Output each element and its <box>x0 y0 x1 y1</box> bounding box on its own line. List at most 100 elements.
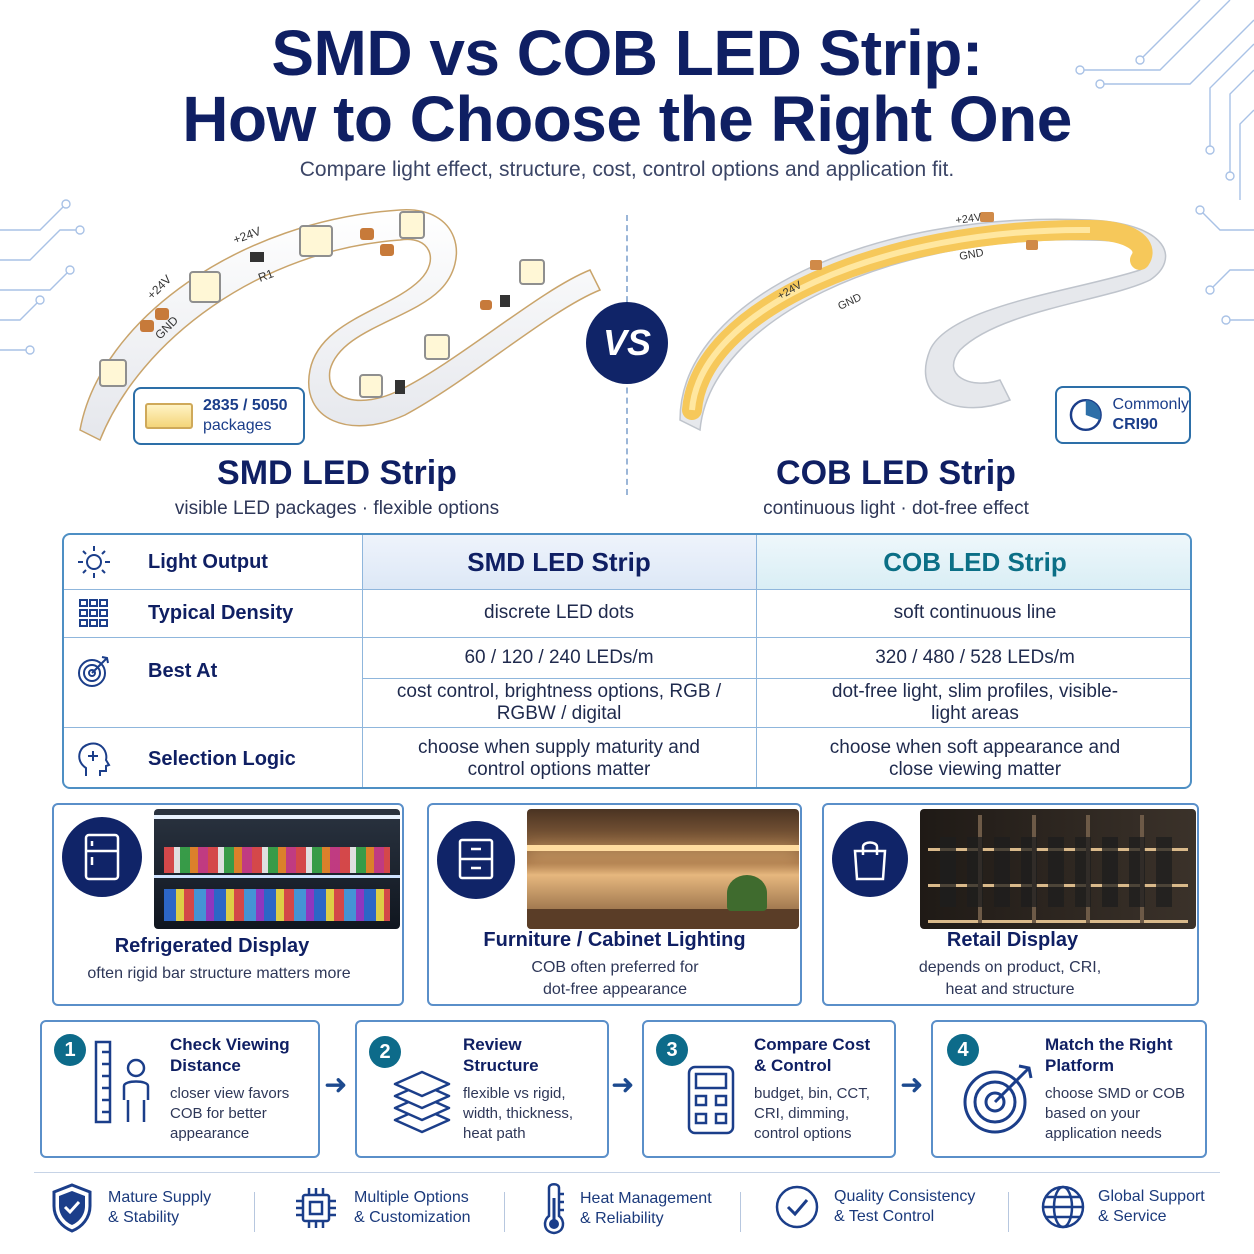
head-icon <box>64 740 124 778</box>
cob-best-at-cell: dot-free light, slim profiles, visible-l… <box>831 680 1119 724</box>
application-title: Refrigerated Display <box>114 935 310 957</box>
step-desc: flexible vs rigid, width, thickness, hea… <box>463 1085 574 1142</box>
column-header-cob: COB LED Strip <box>883 547 1067 577</box>
footer-line-2: & Customization <box>354 1209 471 1226</box>
divider <box>64 637 1190 638</box>
footer-separator <box>1008 1192 1009 1232</box>
vs-label: VS <box>602 322 652 363</box>
footer-line-2: & Reliability <box>580 1210 664 1227</box>
step-title: Check Viewing Distance <box>170 1035 290 1075</box>
circuit-decoration-top-right <box>1075 0 1254 200</box>
cabinet-icon <box>437 821 515 899</box>
step-review-structure: 2 Review Structure flexible vs rigid, wi… <box>355 1020 609 1158</box>
retail-display-photo <box>920 809 1196 929</box>
row-label: Typical Density <box>148 601 294 624</box>
cob-strip-label: COB LED Strip <box>776 454 1016 492</box>
step-title: Match the Right Platform <box>1045 1035 1173 1075</box>
footer-line-1: Heat Management <box>580 1190 712 1207</box>
divider <box>756 535 757 787</box>
globe-icon <box>1041 1185 1085 1229</box>
page-title-line-2: How to Choose the Right One <box>182 83 1072 155</box>
step-number: 1 <box>54 1034 86 1066</box>
footer-item-quality-consistency: Quality Consistency & Test Control <box>774 1184 975 1230</box>
divider <box>362 535 363 787</box>
step-desc: budget, bin, CCT, CRI, dimming, control … <box>754 1085 870 1142</box>
smd-best-at-cell: cost control, brightness options, RGB / … <box>396 680 722 724</box>
footer-item-global-support: Global Support & Service <box>1040 1184 1205 1230</box>
svg-text:+24V: +24V <box>955 211 983 227</box>
arrow-right-icon: ➜ <box>900 1069 924 1100</box>
cabinet-lighting-photo <box>527 809 799 929</box>
grid-icon <box>64 598 124 628</box>
step-compare-cost-control: 3 Compare Cost & Control budget, bin, CC… <box>642 1020 896 1158</box>
divider <box>362 678 1190 679</box>
row-label: Selection Logic <box>148 747 296 770</box>
cob-badge-line-1: Commonly <box>1112 396 1189 413</box>
smd-badge-line-1: 2835 / 5050 <box>203 397 288 414</box>
circuit-decoration-left <box>0 199 85 355</box>
row-selection-logic: Selection Logic <box>64 727 362 787</box>
application-card-furniture: Furniture / Cabinet Lighting COB often p… <box>427 803 802 1006</box>
step-title: Review Structure <box>463 1035 539 1075</box>
footer-item-multiple-options: Multiple Options & Customization <box>292 1184 471 1232</box>
footer-item-mature-supply: Mature Supply & Stability <box>50 1182 211 1234</box>
circuit-decoration-right <box>1195 205 1254 325</box>
smd-package-badge: 2835 / 5050 packages <box>133 387 305 445</box>
comparison-table: SMD LED Strip COB LED Strip Light Output… <box>62 533 1192 789</box>
cob-strip-tagline: continuous light · dot-free effect <box>763 498 1029 519</box>
application-card-refrigerated: Refrigerated Display often rigid bar str… <box>52 803 404 1006</box>
smd-strip-illustration: +24V +24V GND R1 <box>79 209 602 442</box>
footer-line-1: Multiple Options <box>354 1189 469 1206</box>
footer-line-1: Mature Supply <box>108 1189 212 1206</box>
led-chip-icon <box>145 403 193 429</box>
smd-strip-tagline: visible LED packages · flexible options <box>174 498 500 519</box>
header-smd-bg <box>362 535 756 589</box>
footer-line-2: & Service <box>1098 1208 1167 1225</box>
page-subtitle: Compare light effect, structure, cost, c… <box>299 158 955 181</box>
cob-leds-per-meter-cell: 320 / 480 / 528 LEDs/m <box>875 646 1075 668</box>
footer-divider <box>34 1172 1220 1173</box>
svg-text:R1: R1 <box>256 266 276 285</box>
step-check-viewing-distance: 1 Check Viewing Distance closer view fav… <box>40 1020 320 1158</box>
step-desc: choose SMD or COB based on your applicat… <box>1045 1085 1186 1142</box>
arrow-right-icon: ➜ <box>611 1069 635 1100</box>
target-icon <box>64 653 124 689</box>
row-label: Best At <box>148 659 218 682</box>
footer-separator <box>254 1192 255 1232</box>
svg-text:GND: GND <box>836 291 863 312</box>
divider <box>64 589 1190 590</box>
smd-leds-per-meter-cell: 60 / 120 / 240 LEDs/m <box>464 646 654 668</box>
step-number: 3 <box>656 1034 688 1066</box>
refrigerated-display-photo <box>154 809 400 929</box>
application-desc: often rigid bar structure matters more <box>87 965 351 982</box>
cob-badge-line-2: CRI90 <box>1112 416 1158 433</box>
arrow-right-icon: ➜ <box>324 1069 348 1100</box>
application-desc: depends on product, CRI, heat and struct… <box>918 959 1102 998</box>
pie-chart-icon <box>1069 398 1102 432</box>
fridge-icon <box>62 817 142 897</box>
footer-separator <box>740 1192 741 1232</box>
shield-check-icon <box>52 1183 92 1233</box>
vs-badge: VS <box>586 302 668 384</box>
application-desc: COB often preferred for dot-free appeara… <box>531 959 699 998</box>
row-typical-density: Typical Density <box>64 589 362 637</box>
svg-text:GND: GND <box>958 247 984 263</box>
application-title: Furniture / Cabinet Lighting <box>483 929 746 951</box>
row-best-at: Best At <box>64 637 362 705</box>
ruler-person-icon <box>94 1040 150 1124</box>
divider <box>64 727 1190 728</box>
thermometer-icon <box>543 1183 565 1235</box>
step-title: Compare Cost & Control <box>754 1035 871 1075</box>
check-circle-icon <box>775 1185 819 1229</box>
smd-selection-cell: choose when supply maturity and control … <box>418 737 700 780</box>
smd-badge-line-2: packages <box>203 417 272 434</box>
footer-line-1: Quality Consistency <box>834 1188 976 1205</box>
row-light-output: Light Output <box>64 535 362 589</box>
step-number: 4 <box>947 1034 979 1066</box>
row-label: Light Output <box>148 550 268 573</box>
chip-icon <box>296 1188 336 1228</box>
application-title: Retail Display <box>946 929 1079 951</box>
footer-separator <box>504 1192 505 1232</box>
step-match-platform: 4 Match the Right Platform choose SMD or… <box>931 1020 1207 1158</box>
column-header-smd: SMD LED Strip <box>467 547 651 577</box>
